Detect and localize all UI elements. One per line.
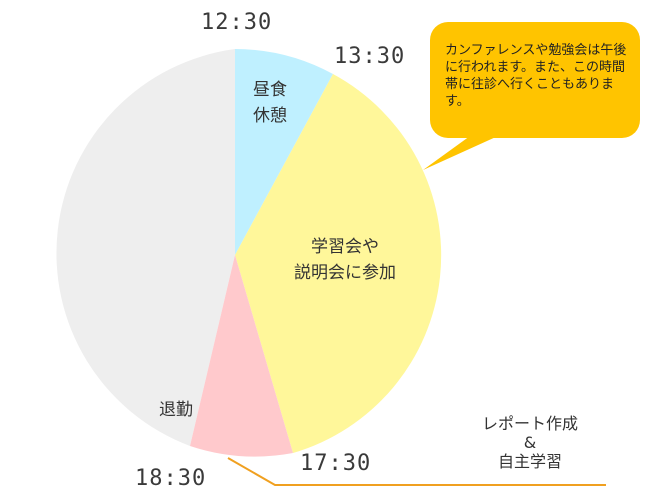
callout-bubble xyxy=(423,22,640,170)
time-label-1330: 13:30 xyxy=(334,44,406,69)
report-note: レポート作成 & 自主学習 xyxy=(455,414,605,472)
study-label-line1: 学習会や xyxy=(311,237,379,257)
report-note-line2: & xyxy=(523,433,537,453)
lunch-label-line1: 昼食 xyxy=(253,80,287,100)
pie-segment-report xyxy=(190,255,293,457)
time-label-1830: 18:30 xyxy=(135,466,207,491)
pie-segment-study xyxy=(235,74,442,453)
report-leader-line xyxy=(227,457,606,486)
lunch-label-line2: 休憩 xyxy=(253,106,287,127)
callout-text: カンファレンスや勉強会は午後に行われます。また、この時間帯に往診へ行くこともあり… xyxy=(445,43,627,110)
study-label-line2: 説明会に参加 xyxy=(294,263,396,284)
pie-segment-lunch xyxy=(235,49,333,255)
lunch-label: 昼食 休憩 xyxy=(240,77,300,130)
leave-label: 退勤 xyxy=(159,400,193,420)
pie-segment-leave xyxy=(56,49,236,446)
time-label-1230: 12:30 xyxy=(201,10,273,35)
report-note-line1: レポート作成 xyxy=(481,414,578,433)
report-note-line3: 自主学習 xyxy=(497,452,562,472)
study-label: 学習会や 説明会に参加 xyxy=(275,234,415,287)
time-label-1730: 17:30 xyxy=(300,451,372,476)
